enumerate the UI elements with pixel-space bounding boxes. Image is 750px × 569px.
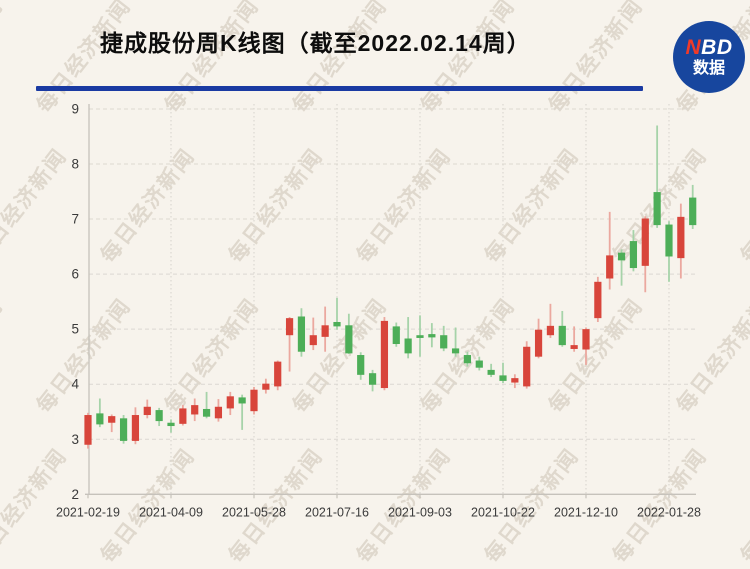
candle-body-down [333,321,341,327]
candle-body-up [285,318,294,336]
candle-body-down [428,334,436,338]
candle-body-down [617,252,626,261]
candle-body-down [440,335,448,349]
candle-body-up [380,320,389,389]
candle-body-down [499,375,507,381]
candle-body-down [629,241,638,269]
x-tick-label: 2021-12-10 [554,506,618,520]
candle-body-down [558,325,566,346]
y-tick-label: 5 [71,322,79,337]
candle-body-down [404,338,412,354]
candle-body-up [262,383,270,390]
nbd-logo: NBD 数据 [673,21,745,93]
y-tick-label: 6 [71,267,79,282]
y-tick-label: 7 [71,212,79,227]
candle-body-up [546,325,555,336]
candle-body-up [641,218,649,266]
candle-body-down [345,325,353,354]
candle-body-down [119,418,128,441]
candle-body-up [534,329,543,357]
candle-body-down [167,422,175,427]
candlestick-chart: 2 3 4 5 6 7 8 9 2021-02-19 2021-04-09 2021-05-28 20… [56,101,701,520]
candle-body-down [475,360,483,368]
candle-body-up [274,361,282,387]
y-tick-label: 9 [71,101,79,116]
x-tick-label: 2022-01-28 [637,506,701,520]
candle-body-up [570,345,578,349]
y-tick-label: 8 [71,157,79,172]
x-tick-label: 2021-05-28 [222,506,286,520]
y-tick-label: 3 [71,432,79,447]
y-tick-label: 4 [71,377,79,392]
candle-body-up [523,346,531,387]
candle-body-up [606,255,614,279]
candle-body-up [131,415,140,441]
candle-body-down [487,369,495,375]
candle-body-down [155,410,163,422]
candle-body-down [451,348,460,354]
nbd-logo-n: N [685,35,702,59]
nbd-logo-subtext: 数据 [692,59,725,77]
candle-body-up [191,405,199,415]
candle-body-up [214,406,223,419]
candle-body-up [582,329,590,350]
candle-body-up [250,389,258,412]
candle-body-down [392,326,400,345]
nbd-logo-text: NBD [685,35,733,59]
x-tick-label: 2021-07-16 [305,506,369,520]
candle-body-down [202,408,211,417]
candle-body-down [665,224,673,257]
candle-body-up [511,378,519,383]
candle-body-down [416,335,424,338]
candle-body-up [309,335,317,346]
x-tick-label: 2021-09-03 [388,506,452,520]
candle-body-down [357,355,365,375]
candle-body-down [653,192,661,226]
candle-body-down [463,355,472,364]
candle-body-up [677,216,685,259]
candle-body-up [108,416,116,423]
candle-body-down [238,397,246,404]
page-title: 捷成股份周K线图（截至2022.02.14周） [100,30,531,56]
title-underline [36,86,643,91]
candle-body-up [226,396,234,409]
y-tick-label: 2 [71,487,79,502]
candle-body-up [321,325,329,337]
x-tick-label: 2021-04-09 [139,506,203,520]
candle-body-down [689,197,697,226]
candle-body-up [143,406,151,416]
candle-body-down [368,373,377,385]
candle-body-down [297,316,306,352]
candle-body-down [96,413,104,425]
candle-body-up [179,408,187,424]
nbd-logo-bd: BD [701,35,733,59]
x-tick-label: 2021-02-19 [56,506,120,520]
candle-body-up [594,281,602,319]
candle-body-up [84,415,92,445]
x-tick-label: 2021-10-22 [471,506,535,520]
